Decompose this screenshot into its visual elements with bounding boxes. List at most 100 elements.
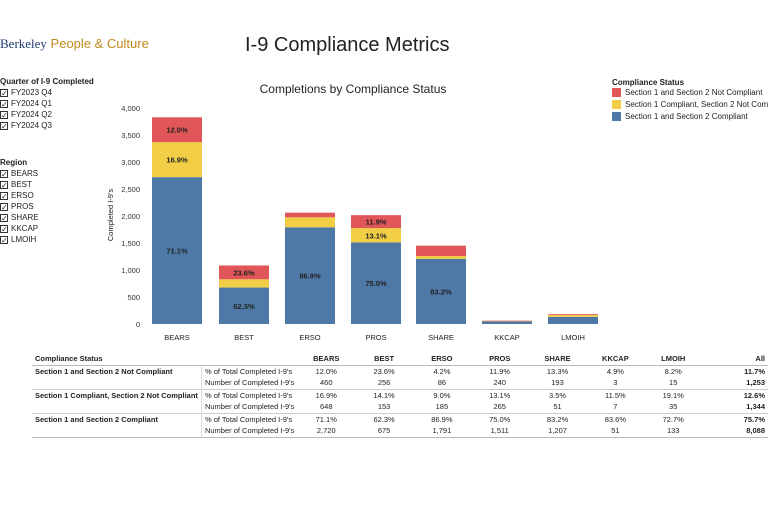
- value-cell: 13.1%: [470, 388, 529, 401]
- legend-swatch: [612, 112, 621, 121]
- checkbox-checked-icon[interactable]: ✓: [0, 88, 8, 98]
- brand-org: Berkeley: [0, 36, 47, 51]
- bar-segment-not-compliant-bears[interactable]: [152, 117, 202, 143]
- quarter-checkbox-item[interactable]: ✓ FY2024 Q2: [0, 109, 52, 120]
- legend-label: Section 1 and Section 2 Compliant: [625, 112, 748, 121]
- value-cell: 8.2%: [664, 366, 682, 376]
- brand-unit: People & Culture: [50, 36, 149, 51]
- region-checkbox-item[interactable]: ✓ LMOIH: [0, 234, 39, 245]
- bar-segment-s1-compliant-pros[interactable]: [351, 228, 401, 243]
- compliance-status-cell: Section 1 and Section 2 Not Compliant: [35, 366, 173, 376]
- y-axis-label: Completed I-9's: [106, 189, 115, 242]
- y-tick-label: 0: [136, 320, 140, 329]
- value-cell: 240: [493, 378, 506, 388]
- value-cell: 11.5%: [586, 388, 645, 401]
- value-cell: 35: [669, 402, 678, 412]
- checkbox-checked-icon[interactable]: ✓: [0, 224, 8, 234]
- table-column-header: SHARE: [528, 353, 587, 366]
- value-cell: 75.7%: [702, 412, 768, 425]
- region-checkbox-item[interactable]: ✓ SHARE: [0, 212, 39, 223]
- bar-data-label: 12.0%: [166, 126, 188, 135]
- value-cell: 9.0%: [412, 388, 471, 401]
- region-checkbox-label: ERSO: [11, 191, 34, 200]
- checkbox-checked-icon[interactable]: ✓: [0, 202, 8, 212]
- bar-segment-compliant-bears[interactable]: [152, 177, 202, 324]
- table-column-header: KKCAP: [586, 353, 645, 366]
- legend-swatch: [612, 88, 621, 97]
- value-cell: 675: [355, 425, 413, 438]
- legend-item-not-compliant: Section 1 and Section 2 Not Compliant: [612, 88, 762, 97]
- checkbox-checked-icon[interactable]: ✓: [0, 121, 8, 131]
- bar-segment-s1-compliant-bears[interactable]: [152, 142, 202, 178]
- bar-data-label: 16.9%: [166, 156, 188, 165]
- legend-label: Section 1 and Section 2 Not Compliant: [625, 88, 763, 97]
- table-row: Number of Completed I-9's 648 153 185 265 51 7…: [32, 401, 768, 413]
- bar-data-label: 62.3%: [233, 302, 255, 311]
- quarter-checkbox-item[interactable]: ✓ FY2024 Q3: [0, 120, 52, 131]
- bar-segment-s1-compliant-share[interactable]: [416, 256, 466, 259]
- value-cell: 71.1%: [297, 412, 356, 425]
- y-tick-label: 3,500: [121, 131, 140, 140]
- bar-segment-not-compliant-erso[interactable]: [285, 212, 335, 218]
- bar-segment-compliant-best[interactable]: [219, 287, 269, 324]
- value-cell: 4.2%: [433, 366, 451, 376]
- bar-segment-not-compliant-lmoih[interactable]: [548, 314, 598, 315]
- value-cell: 3.5%: [528, 388, 587, 401]
- bar-segment-not-compliant-kkcap[interactable]: [482, 320, 532, 322]
- bar-segment-compliant-erso[interactable]: [285, 227, 335, 324]
- checkbox-checked-icon[interactable]: ✓: [0, 99, 8, 109]
- page-title: I-9 Compliance Metrics: [245, 34, 450, 56]
- quarter-checkbox-item[interactable]: ✓ FY2023 Q4: [0, 87, 52, 98]
- quarter-checkbox-item[interactable]: ✓ FY2024 Q1: [0, 98, 52, 109]
- checkbox-checked-icon[interactable]: ✓: [0, 169, 8, 179]
- bar-segment-compliant-pros[interactable]: [351, 242, 401, 324]
- bar-segment-s1-compliant-lmoih[interactable]: [548, 314, 598, 317]
- region-filter-title: Region: [0, 158, 28, 167]
- table-column-header: PROS: [470, 353, 529, 366]
- value-cell: 4.9%: [606, 366, 624, 376]
- region-checkbox-label: KKCAP: [11, 224, 39, 233]
- value-cell: 185: [435, 402, 449, 412]
- checkbox-checked-icon[interactable]: ✓: [0, 110, 8, 120]
- bar-segment-compliant-lmoih[interactable]: [548, 316, 598, 324]
- region-filter: ✓ BEARS ✓ BEST ✓ ERSO ✓ PROS ✓ SHARE ✓ KKCAP ✓ LMOIH: [0, 168, 39, 245]
- x-tick-label: LMOIH: [561, 333, 585, 342]
- value-cell: 19.1%: [644, 388, 703, 401]
- checkbox-checked-icon[interactable]: ✓: [0, 180, 8, 190]
- value-cell: 16.9%: [297, 388, 356, 401]
- x-tick-label: ERSO: [299, 333, 320, 342]
- table-column-header: All: [702, 353, 768, 366]
- value-cell: 133: [644, 425, 703, 438]
- region-checkbox-item[interactable]: ✓ KKCAP: [0, 223, 39, 234]
- region-checkbox-item[interactable]: ✓ BEARS: [0, 168, 39, 179]
- checkbox-checked-icon[interactable]: ✓: [0, 213, 8, 223]
- table-row: Number of Completed I-9's 460 256 86 240 193 3…: [32, 377, 768, 389]
- region-checkbox-item[interactable]: ✓ PROS: [0, 201, 39, 212]
- metric-cell: % of Total Completed I-9's: [200, 388, 298, 401]
- value-cell: 1,791: [412, 425, 471, 438]
- checkbox-checked-icon[interactable]: ✓: [0, 191, 8, 201]
- quarter-filter-title: Quarter of I-9 Completed: [0, 77, 94, 86]
- quarter-checkbox-label: FY2024 Q2: [11, 110, 52, 119]
- y-tick-label: 1,000: [121, 266, 140, 275]
- x-tick-label: PROS: [365, 333, 386, 342]
- value-cell: 11.7%: [744, 366, 765, 376]
- value-cell: 83.6%: [586, 412, 645, 425]
- value-cell: 51: [586, 425, 645, 438]
- bar-segment-compliant-kkcap[interactable]: [482, 321, 532, 324]
- x-tick-label: SHARE: [428, 333, 454, 342]
- value-cell: 648: [319, 402, 333, 412]
- region-checkbox-label: BEST: [11, 180, 32, 189]
- bar-segment-s1-compliant-erso[interactable]: [285, 217, 335, 228]
- bar-segment-not-compliant-share[interactable]: [416, 245, 466, 257]
- bar-segment-not-compliant-pros[interactable]: [351, 215, 401, 229]
- checkbox-checked-icon[interactable]: ✓: [0, 235, 8, 245]
- y-tick-label: 2,500: [121, 185, 140, 194]
- region-checkbox-item[interactable]: ✓ BEST: [0, 179, 39, 190]
- bar-segment-compliant-share[interactable]: [416, 258, 466, 324]
- bar-segment-not-compliant-best[interactable]: [219, 265, 269, 280]
- value-cell: 86: [437, 378, 447, 388]
- bar-segment-s1-compliant-best[interactable]: [219, 279, 269, 288]
- value-cell: 3: [613, 378, 618, 388]
- region-checkbox-item[interactable]: ✓ ERSO: [0, 190, 39, 201]
